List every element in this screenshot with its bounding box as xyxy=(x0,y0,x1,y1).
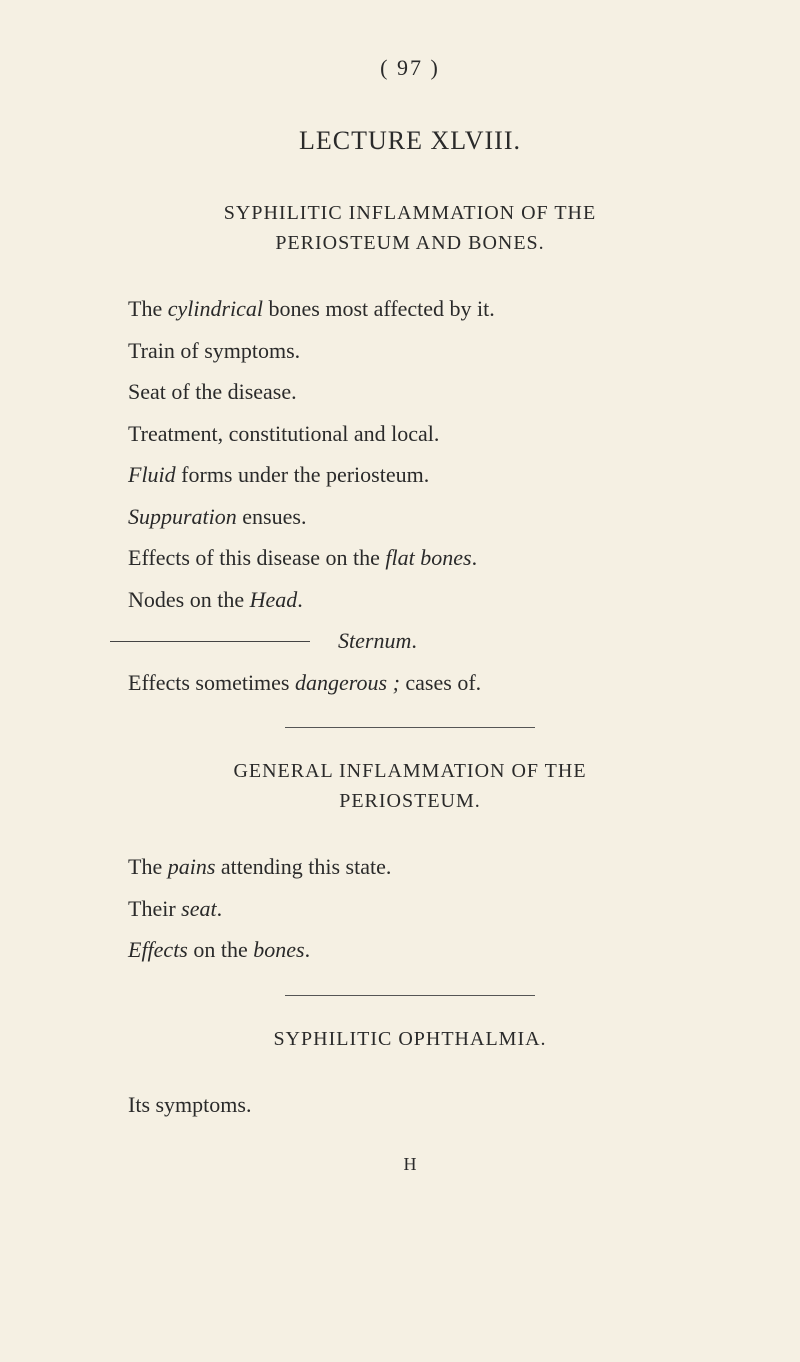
text-post: ensues. xyxy=(237,504,307,529)
text-post: bones most affected by it. xyxy=(263,296,495,321)
text-pre: Seat of the disease. xyxy=(128,379,297,404)
body-line: Effects of this disease on the flat bone… xyxy=(110,539,710,578)
text-italic: Effects xyxy=(128,937,188,962)
body-line: The cylindrical bones most affected by i… xyxy=(110,290,710,329)
text-pre: The xyxy=(128,854,168,879)
text-post: attending this state. xyxy=(215,854,391,879)
body-line: Their seat. xyxy=(110,890,710,929)
body-line: Seat of the disease. xyxy=(110,373,710,412)
text-italic: pains xyxy=(168,854,216,879)
text-pre: The xyxy=(128,296,168,321)
text-pre: Effects sometimes xyxy=(128,670,295,695)
text-post: cases of. xyxy=(400,670,481,695)
body-line: Its symptoms. xyxy=(110,1086,710,1125)
footer-letter: H xyxy=(110,1154,710,1175)
text-pre: Their xyxy=(128,896,181,921)
text-post: . xyxy=(472,545,478,570)
body-line: Nodes on the Head. xyxy=(110,581,710,620)
body-line: Fluid forms under the periosteum. xyxy=(110,456,710,495)
section-3-heading: SYPHILITIC OPHTHALMIA. xyxy=(110,1024,710,1054)
text-pre: Nodes on the xyxy=(128,587,250,612)
text-italic: Head xyxy=(250,587,298,612)
page-number: ( 97 ) xyxy=(110,55,710,81)
heading-text-line1: SYPHILITIC INFLAMMATION OF THE xyxy=(224,202,596,224)
text-italic: Suppuration xyxy=(128,504,237,529)
heading-text-line1: GENERAL INFLAMMATION OF THE xyxy=(233,760,586,782)
text-italic: Fluid xyxy=(128,462,176,487)
heading-text-line2: PERIOSTEUM. xyxy=(339,790,481,812)
heading-text-line2: PERIOSTEUM AND BONES. xyxy=(275,232,544,254)
body-line-effects: Effects sometimes dangerous ; cases of. xyxy=(110,664,710,703)
text-italic: cylindrical xyxy=(168,296,263,321)
body-line: Effects on the bones. xyxy=(110,931,710,970)
body-line: The pains attending this state. xyxy=(110,848,710,887)
heading-text: SYPHILITIC OPHTHALMIA. xyxy=(273,1028,546,1050)
body-line-sternum: Sternum. xyxy=(110,622,710,661)
separator-line xyxy=(285,727,535,728)
text-italic: Sternum xyxy=(338,628,411,653)
text-pre: Train of symptoms. xyxy=(128,338,300,363)
text-italic: dangerous ; xyxy=(295,670,400,695)
section-2-heading: GENERAL INFLAMMATION OF THE PERIOSTEUM. xyxy=(110,756,710,816)
text-pre: Effects of this disease on the xyxy=(128,545,385,570)
section-2-body: The pains attending this state. Their se… xyxy=(110,848,710,970)
text-italic: flat bones xyxy=(385,545,471,570)
text-italic2: bones xyxy=(253,937,304,962)
section-3-body: Its symptoms. xyxy=(110,1086,710,1125)
section-1-body: The cylindrical bones most affected by i… xyxy=(110,290,710,702)
text-post: . xyxy=(411,628,417,653)
dash-prefix xyxy=(110,641,310,642)
body-line: Train of symptoms. xyxy=(110,332,710,371)
body-line: Suppuration ensues. xyxy=(110,498,710,537)
text-italic: seat xyxy=(181,896,216,921)
text: Its symptoms. xyxy=(128,1092,251,1117)
body-line: Treatment, constitutional and local. xyxy=(110,415,710,454)
text-post: . xyxy=(305,937,311,962)
section-1-heading: SYPHILITIC INFLAMMATION OF THE PERIOSTEU… xyxy=(110,198,710,258)
text-post: . xyxy=(297,587,303,612)
text-mid: on the xyxy=(188,937,253,962)
text-post: forms under the periosteum. xyxy=(176,462,430,487)
text-post: . xyxy=(217,896,223,921)
separator-line xyxy=(285,995,535,996)
lecture-title: LECTURE XLVIII. xyxy=(110,126,710,156)
text-pre: Treatment, constitutional and local. xyxy=(128,421,439,446)
